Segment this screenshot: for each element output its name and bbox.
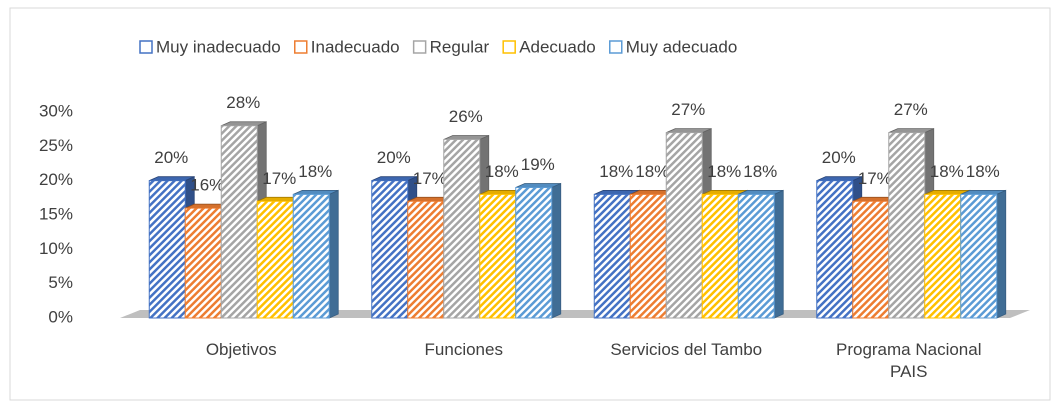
data-label: 28% [226,93,260,112]
y-tick-label: 10% [39,239,73,258]
legend-swatch [502,40,516,54]
y-tick-label: 0% [48,307,73,326]
bar [960,193,998,319]
bar [701,193,739,319]
bar [629,193,667,319]
legend-swatch [609,40,623,54]
data-label: 18% [298,162,332,181]
bar-top [888,128,934,134]
x-tick-wrap: Servicios del Tambo [610,340,763,359]
bar [148,180,186,319]
bar-top [149,176,195,182]
bar-top [443,135,489,140]
bar-side [328,189,339,319]
bar [220,125,258,319]
data-label: 18% [635,162,669,181]
data-label: 18% [485,162,519,181]
bar-side [551,182,562,319]
data-label: 18% [599,162,633,181]
bar [665,132,703,319]
data-label: 20% [377,148,411,167]
bar-side [996,189,1007,319]
bar [256,200,294,319]
bar-top [515,183,561,188]
x-tick-wrap: Funciones [424,340,503,359]
bar [515,187,553,319]
x-tick-wrap: Objetivos [205,340,277,359]
data-label: 27% [894,100,928,119]
legend-swatch [412,40,427,54]
bar-top [371,176,417,182]
data-label: 20% [154,148,188,167]
floor [120,310,1030,318]
legend-label: Regular [430,37,490,56]
x-tick-label: Servicios del Tambo [610,340,763,359]
x-tick-label: Objetivos [205,340,277,359]
bar-top [221,121,267,127]
bar [924,193,962,319]
bar-top [293,189,339,195]
y-tick-label: 15% [39,204,73,223]
data-label: 18% [707,162,741,181]
data-label: 26% [449,107,483,126]
bar-top [666,128,712,134]
bar [888,132,926,319]
data-label: 18% [930,162,964,181]
bar [407,200,445,319]
x-tick-label: Funciones [424,340,503,359]
bar-side [773,189,784,319]
bar [816,180,854,319]
data-label: 17% [413,169,447,188]
legend-swatch [294,40,308,54]
data-label: 17% [858,169,892,188]
bar-top [960,189,1006,195]
data-label: 19% [521,155,555,174]
y-tick-label: 5% [48,273,73,292]
x-tick-wrap: Programa Nacional PAIS [835,340,982,381]
bar [737,193,775,319]
data-label: 27% [671,100,705,119]
bar [443,138,481,319]
data-label: 17% [262,169,296,188]
y-tick-label: 25% [39,136,73,155]
legend-label: Inadecuado [311,37,400,56]
bar [852,200,890,319]
bar [593,193,631,319]
y-tick-label: 30% [39,101,73,120]
x-tick-label: Programa Nacional PAIS [835,340,982,381]
bar [371,180,409,319]
y-tick-label: 20% [39,170,73,189]
bar [292,193,330,319]
bar-top [816,176,862,182]
data-label: 16% [190,176,224,195]
legend-label: Muy adecuado [626,37,738,56]
bar [479,193,517,319]
bar [184,207,222,319]
legend-label: Muy inadecuado [156,37,281,56]
legend-label: Adecuado [519,37,596,56]
legend-swatch [139,40,153,54]
data-label: 18% [743,162,777,181]
data-label: 18% [966,162,1000,181]
bar-top [738,189,784,195]
data-label: 20% [822,148,856,167]
